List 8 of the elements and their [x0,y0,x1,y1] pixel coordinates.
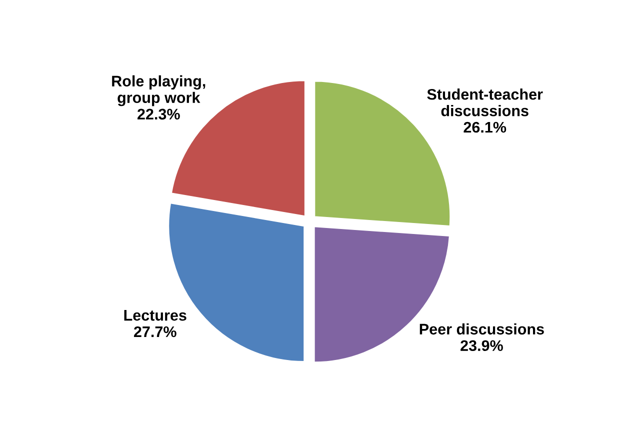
data-label: 26.1% [464,122,506,133]
slice-label: Role playing, group work [112,75,206,106]
data-label: 22.3% [137,108,180,120]
slice-label: Student-teacher discussions [427,88,543,116]
data-label: 23.9% [460,340,503,352]
slice-label: Lectures [124,310,186,321]
slice-label: Peer discussions [420,323,544,335]
data-label: 27.7% [134,326,176,338]
